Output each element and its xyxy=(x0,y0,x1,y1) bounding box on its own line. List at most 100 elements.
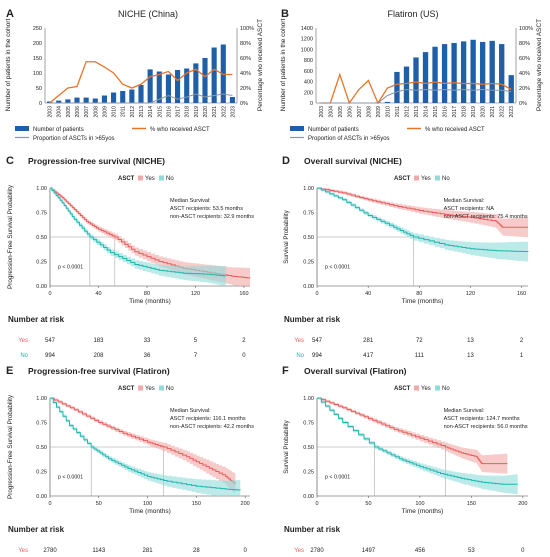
x-tick-label: 2015 xyxy=(157,106,163,118)
y-axis-title: Survival Probability xyxy=(283,209,290,263)
bar xyxy=(202,58,208,103)
y-axis-title: Progression-Free Survival Probability xyxy=(7,184,14,289)
panel-letter: E xyxy=(6,365,13,377)
risk-value: 2780 xyxy=(43,548,57,554)
y2-tick-label: 80% xyxy=(240,41,251,47)
y-tick-label: 200 xyxy=(33,41,42,47)
median-annotation: non-ASCT recipients: 42.2 months xyxy=(170,424,254,430)
confidence-band xyxy=(50,188,250,286)
y-tick-label: 1200 xyxy=(301,37,313,43)
chart-title: Progression-free survival (Flatiron) xyxy=(28,366,170,376)
y-tick-label: 0.75 xyxy=(36,211,47,217)
bar xyxy=(394,71,400,103)
x-tick-label: 2021 xyxy=(490,106,496,118)
x-tick-label: 40 xyxy=(365,291,371,297)
risk-value: 547 xyxy=(45,338,56,344)
survival-curve xyxy=(317,397,518,485)
p-value: p < 0.0001 xyxy=(58,474,83,480)
series-line xyxy=(320,88,512,104)
y-tick-label: 1.00 xyxy=(303,186,314,192)
risk-value: 0 xyxy=(243,548,247,554)
bar xyxy=(111,92,117,103)
x-tick-label: 2018 xyxy=(185,106,191,118)
legend-label: Proportion of ASCTs in >65yos xyxy=(33,136,115,142)
p-value: p < 0.0001 xyxy=(325,474,350,480)
y-tick-label: 0.25 xyxy=(36,470,47,476)
x-tick-label: 2006 xyxy=(75,106,81,118)
x-tick-label: 40 xyxy=(95,291,101,297)
bar xyxy=(101,95,107,103)
x-tick-label: 2007 xyxy=(357,106,363,118)
y2-tick-label: 20% xyxy=(519,86,530,92)
y2-tick-label: 40% xyxy=(519,71,530,77)
p-value: p < 0.0001 xyxy=(58,264,83,270)
x-tick-label: 2008 xyxy=(366,106,372,118)
y-tick-label: 0.00 xyxy=(303,284,314,290)
bar xyxy=(92,98,98,103)
x-tick-label: 2004 xyxy=(328,106,334,118)
bar xyxy=(74,97,80,103)
y-tick-label: 0.25 xyxy=(36,260,47,266)
panel-b: B Flatiron (US) 0 200 400 600 800 1000 1200 1400 0… xyxy=(280,8,543,142)
bar xyxy=(229,97,235,103)
x-tick-label: 2005 xyxy=(338,106,344,118)
x-tick-label: 2015 xyxy=(433,106,439,118)
bar xyxy=(83,97,89,103)
panel-letter: A xyxy=(6,8,14,20)
x-tick-label: 2013 xyxy=(414,106,420,118)
x-tick-label: 2020 xyxy=(203,106,209,118)
x-tick-label: 2020 xyxy=(481,106,487,118)
risk-table-title: Number at risk xyxy=(284,315,341,324)
y-tick-label: 0.50 xyxy=(36,235,47,241)
risk-value: 33 xyxy=(144,338,151,344)
x-tick-label: 50 xyxy=(96,501,102,507)
x-tick-label: 120 xyxy=(466,291,475,297)
legend-label: Yes xyxy=(421,386,431,392)
bar xyxy=(175,70,181,103)
risk-value: 281 xyxy=(143,548,154,554)
y-tick-label: 0 xyxy=(310,101,313,107)
legend-label: % who received ASCT xyxy=(425,127,485,133)
median-annotation: ASCT recipients: NA xyxy=(444,206,495,212)
risk-value: 13 xyxy=(467,338,474,344)
legend-swatch xyxy=(414,385,419,391)
y-axis-title: Progression-Free Survival Probability xyxy=(7,394,14,499)
y-tick-label: 100 xyxy=(33,71,42,77)
x-tick-label: 2004 xyxy=(57,106,63,118)
bar xyxy=(120,91,126,103)
x-tick-label: 2011 xyxy=(395,106,401,117)
x-tick-label: 2022 xyxy=(500,106,506,118)
y-tick-label: 0.50 xyxy=(303,235,314,241)
survival-curve xyxy=(50,397,241,491)
y2-axis-title: Percentage who received ASCT xyxy=(257,19,264,111)
legend-title: ASCT xyxy=(118,386,135,392)
risk-value: 2 xyxy=(520,338,524,344)
bar xyxy=(480,41,486,103)
x-tick-label: 2014 xyxy=(148,106,154,118)
x-tick-label: 150 xyxy=(467,501,476,507)
legend-swatch xyxy=(15,126,29,131)
y-tick-label: 800 xyxy=(304,58,313,64)
survival-curve xyxy=(317,397,508,465)
y-tick-label: 0.75 xyxy=(303,421,314,427)
x-tick-label: 2014 xyxy=(424,106,430,118)
panel-a: A NICHE (China) 0 50 100 150 200 250 0% 20% 40% 60%… xyxy=(5,8,264,142)
y-tick-label: 0 xyxy=(39,101,42,107)
risk-value: 547 xyxy=(312,338,323,344)
bar xyxy=(65,99,71,103)
survival-curve xyxy=(50,187,227,277)
x-tick-label: 2010 xyxy=(385,106,391,118)
median-annotation: Median Survival: xyxy=(170,198,211,204)
median-annotation: ASCT recipients: 53.5 months xyxy=(170,206,243,212)
y-tick-label: 1400 xyxy=(301,26,313,32)
x-tick-label: 100 xyxy=(415,501,424,507)
risk-value: 0 xyxy=(242,353,246,359)
risk-value: 5 xyxy=(194,338,198,344)
bar xyxy=(129,89,135,103)
bar xyxy=(156,71,162,103)
risk-value: 281 xyxy=(363,338,374,344)
risk-value: 1 xyxy=(520,353,524,359)
risk-value: 456 xyxy=(415,548,426,554)
x-tick-label: 0 xyxy=(48,501,51,507)
bar xyxy=(384,101,391,103)
